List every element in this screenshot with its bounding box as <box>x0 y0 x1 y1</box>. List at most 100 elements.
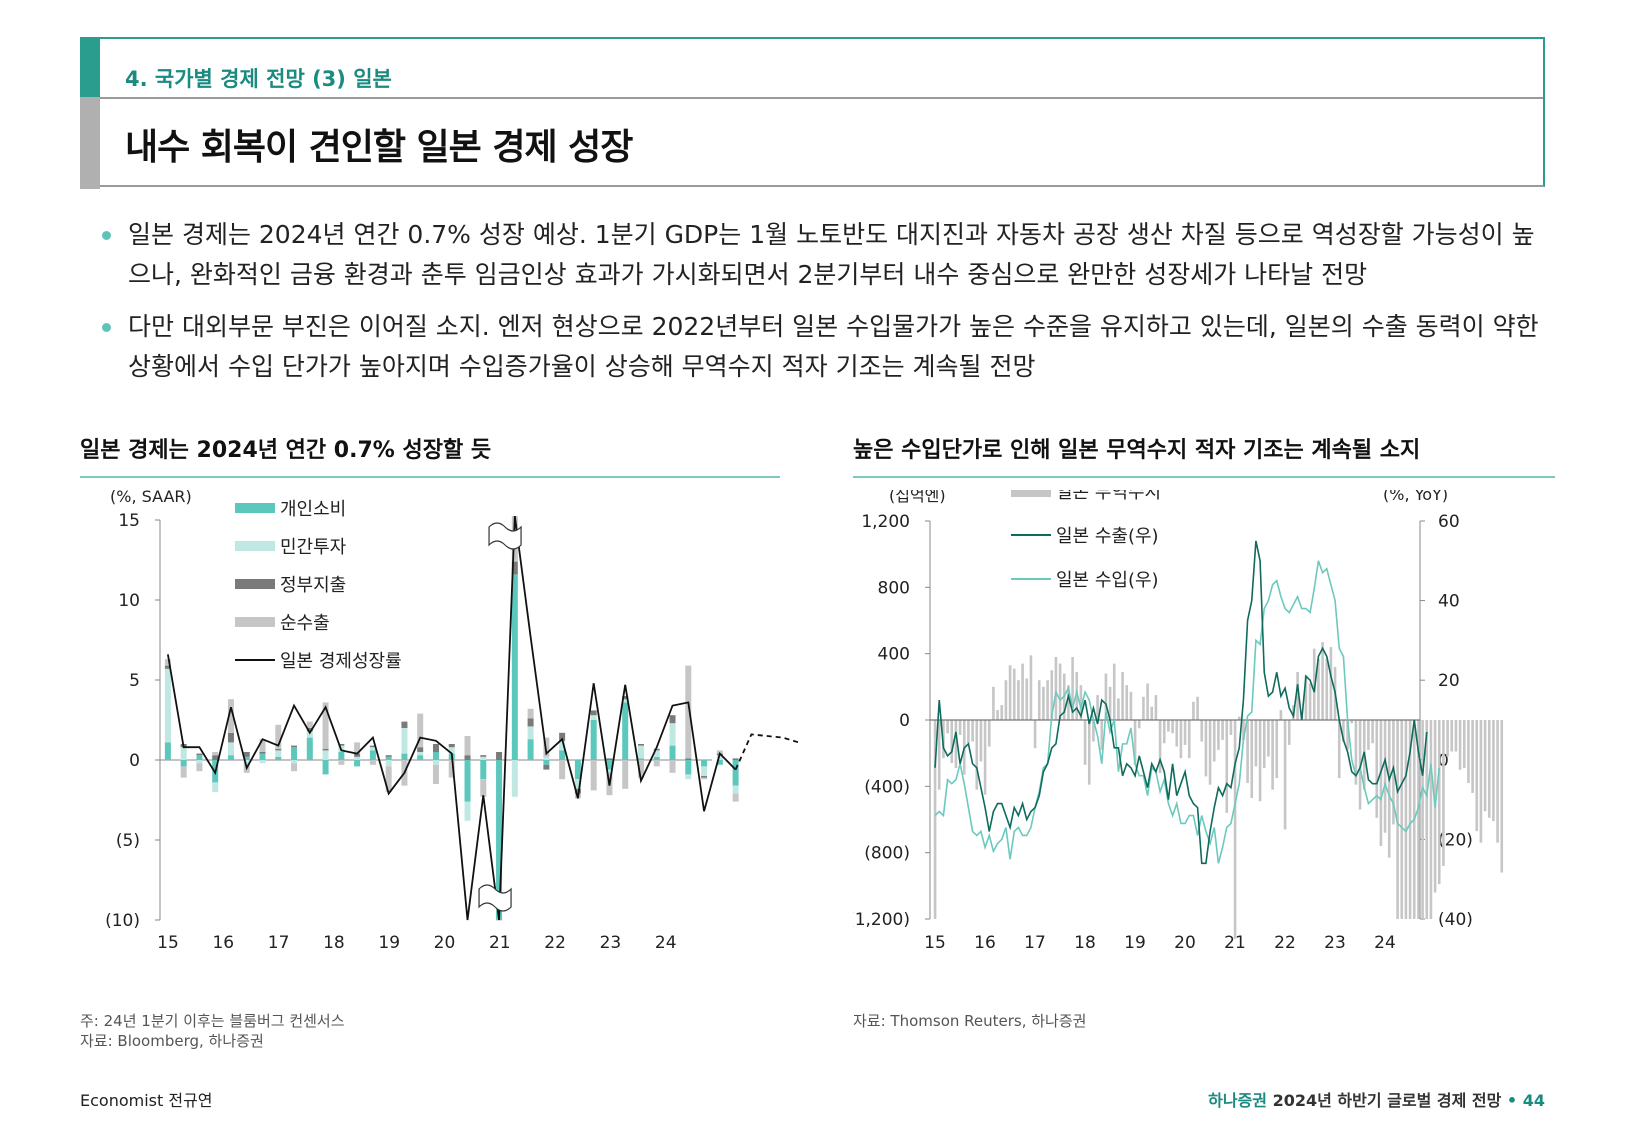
bar-순수출 <box>464 736 471 756</box>
trade-balance-bar <box>1192 701 1195 720</box>
bar-개인소비 <box>164 742 171 760</box>
trade-balance-bar <box>1050 670 1054 720</box>
bar-정부지출 <box>322 748 329 751</box>
y-tick-label: (5) <box>116 831 140 851</box>
bar-정부지출 <box>606 758 613 760</box>
trade-balance-bar <box>1158 720 1162 774</box>
trade-balance-bar <box>1329 647 1333 720</box>
trade-balance-bar <box>1021 663 1024 720</box>
trade-balance-bar <box>1442 720 1445 866</box>
bar-민간투자 <box>448 747 455 754</box>
footer-report-title: 2024년 하반기 글로벌 경제 전망 <box>1272 1091 1502 1110</box>
trade-balance-bar <box>1454 720 1458 752</box>
bar-개인소비 <box>275 756 282 760</box>
bar-순수출 <box>369 760 376 765</box>
trade-balance-bar <box>1287 720 1291 745</box>
trade-balance-bar <box>954 720 958 769</box>
bar-정부지출 <box>259 752 266 754</box>
legend-label: 일본 무역수지 <box>1056 490 1161 503</box>
bar-정부지출 <box>385 755 392 757</box>
trade-balance-bar <box>1467 720 1470 784</box>
bar-순수출 <box>291 763 298 772</box>
trade-balance-bar <box>1075 671 1079 720</box>
footer-author: Economist 전규연 <box>80 1091 213 1110</box>
bar-정부지출 <box>306 728 313 732</box>
trade-balance-bar <box>1179 720 1183 759</box>
trade-balance-bar <box>1279 710 1283 720</box>
bar-개인소비 <box>685 760 692 775</box>
trade-balance-bar <box>1396 720 1399 919</box>
bar-정부지출 <box>685 758 692 760</box>
trade-balance-bar <box>1183 720 1187 745</box>
bar-개인소비 <box>559 750 566 760</box>
export-line <box>934 540 1428 865</box>
trade-balance-bar <box>1250 720 1254 798</box>
right-chart-title: 높은 수입단가로 인해 일본 무역수지 적자 기조는 계속될 소지 <box>853 438 1421 463</box>
footer-separator: • <box>1506 1091 1518 1110</box>
trade-balance-bar <box>1017 680 1020 720</box>
bar-정부지출 <box>559 732 566 741</box>
trade-balance-bar <box>1162 720 1166 744</box>
trade-balance-bar <box>1404 720 1408 919</box>
bar-순수출 <box>227 699 234 733</box>
trade-balance-bar <box>1133 720 1137 765</box>
trade-balance-bar <box>1087 720 1091 785</box>
bar-민간투자 <box>685 774 692 780</box>
bullet-item: 일본 경제는 2024년 연간 0.7% 성장 예상. 1분기 GDP는 1월 … <box>100 215 1540 295</box>
trade-balance-bar <box>1233 720 1237 939</box>
trade-balance-bar <box>1200 720 1204 742</box>
trade-balance-bar <box>1046 680 1049 720</box>
bar-민간투자 <box>606 769 613 773</box>
bullet-dot-icon <box>102 323 111 332</box>
right-chart-source: 자료: Thomson Reuters, 하나증권 <box>853 1012 1087 1030</box>
bar-개인소비 <box>369 750 376 760</box>
bar-개인소비 <box>354 760 361 767</box>
bar-민간투자 <box>196 760 203 764</box>
x-tick-label: 23 <box>600 933 622 953</box>
x-tick-label: 16 <box>212 933 234 953</box>
growth-line <box>166 515 737 921</box>
bar-순수출 <box>527 708 534 719</box>
trade-balance-bar <box>1187 720 1191 759</box>
trade-balance-bar <box>1242 720 1245 740</box>
bar-개인소비 <box>701 760 708 767</box>
trade-balance-bar <box>1146 683 1149 720</box>
trade-balance-bar <box>1171 720 1174 734</box>
bar-민간투자 <box>480 756 487 760</box>
bar-정부지출 <box>622 696 629 700</box>
left-y-tick-label: (400) <box>864 777 910 797</box>
trade-balance-bar <box>1154 695 1158 720</box>
y-axis-unit: (%, SAAR) <box>110 490 192 506</box>
bar-정부지출 <box>196 753 203 756</box>
trade-balance-bar <box>1129 691 1133 720</box>
trade-balance-bar <box>1204 720 1208 777</box>
bar-민간투자 <box>622 699 629 703</box>
trade-balance-bar <box>933 720 937 919</box>
bar-민간투자 <box>527 726 534 740</box>
bar-민간투자 <box>637 745 644 759</box>
x-tick-label: 20 <box>1174 933 1196 953</box>
trade-balance-bar <box>1275 720 1279 779</box>
bar-개인소비 <box>180 760 187 767</box>
bar-순수출 <box>212 752 219 756</box>
legend-label: 일본 수입(우) <box>1056 570 1159 591</box>
trade-balance-bar <box>1471 720 1474 793</box>
header-accent-bar <box>80 37 100 97</box>
bullet-text: 다만 대외부문 부진은 이어질 소지. 엔저 현상으로 2022년부터 일본 수… <box>128 312 1539 381</box>
trade-balance-bar <box>1283 720 1287 830</box>
bar-순수출 <box>701 777 708 780</box>
bullet-text: 일본 경제는 2024년 연간 0.7% 성장 예상. 1분기 GDP는 1월 … <box>128 220 1535 289</box>
bar-민간투자 <box>385 760 392 767</box>
trade-balance-bar <box>1212 720 1216 762</box>
legend-label: 일본 경제성장률 <box>280 651 402 672</box>
right-chart: 1,2008004000(400)(800)(1,200)6040200(20)… <box>853 490 1504 953</box>
bar-민간투자 <box>511 760 518 797</box>
x-tick-label: 17 <box>268 933 290 953</box>
bar-정부지출 <box>701 776 708 778</box>
x-tick-label: 15 <box>157 933 179 953</box>
trade-balance-bar <box>1092 720 1095 742</box>
trade-balance-bar <box>1262 720 1266 769</box>
bar-정부지출 <box>417 747 424 752</box>
trade-balance-bar <box>1312 648 1316 720</box>
trade-balance-bar <box>1100 720 1104 750</box>
